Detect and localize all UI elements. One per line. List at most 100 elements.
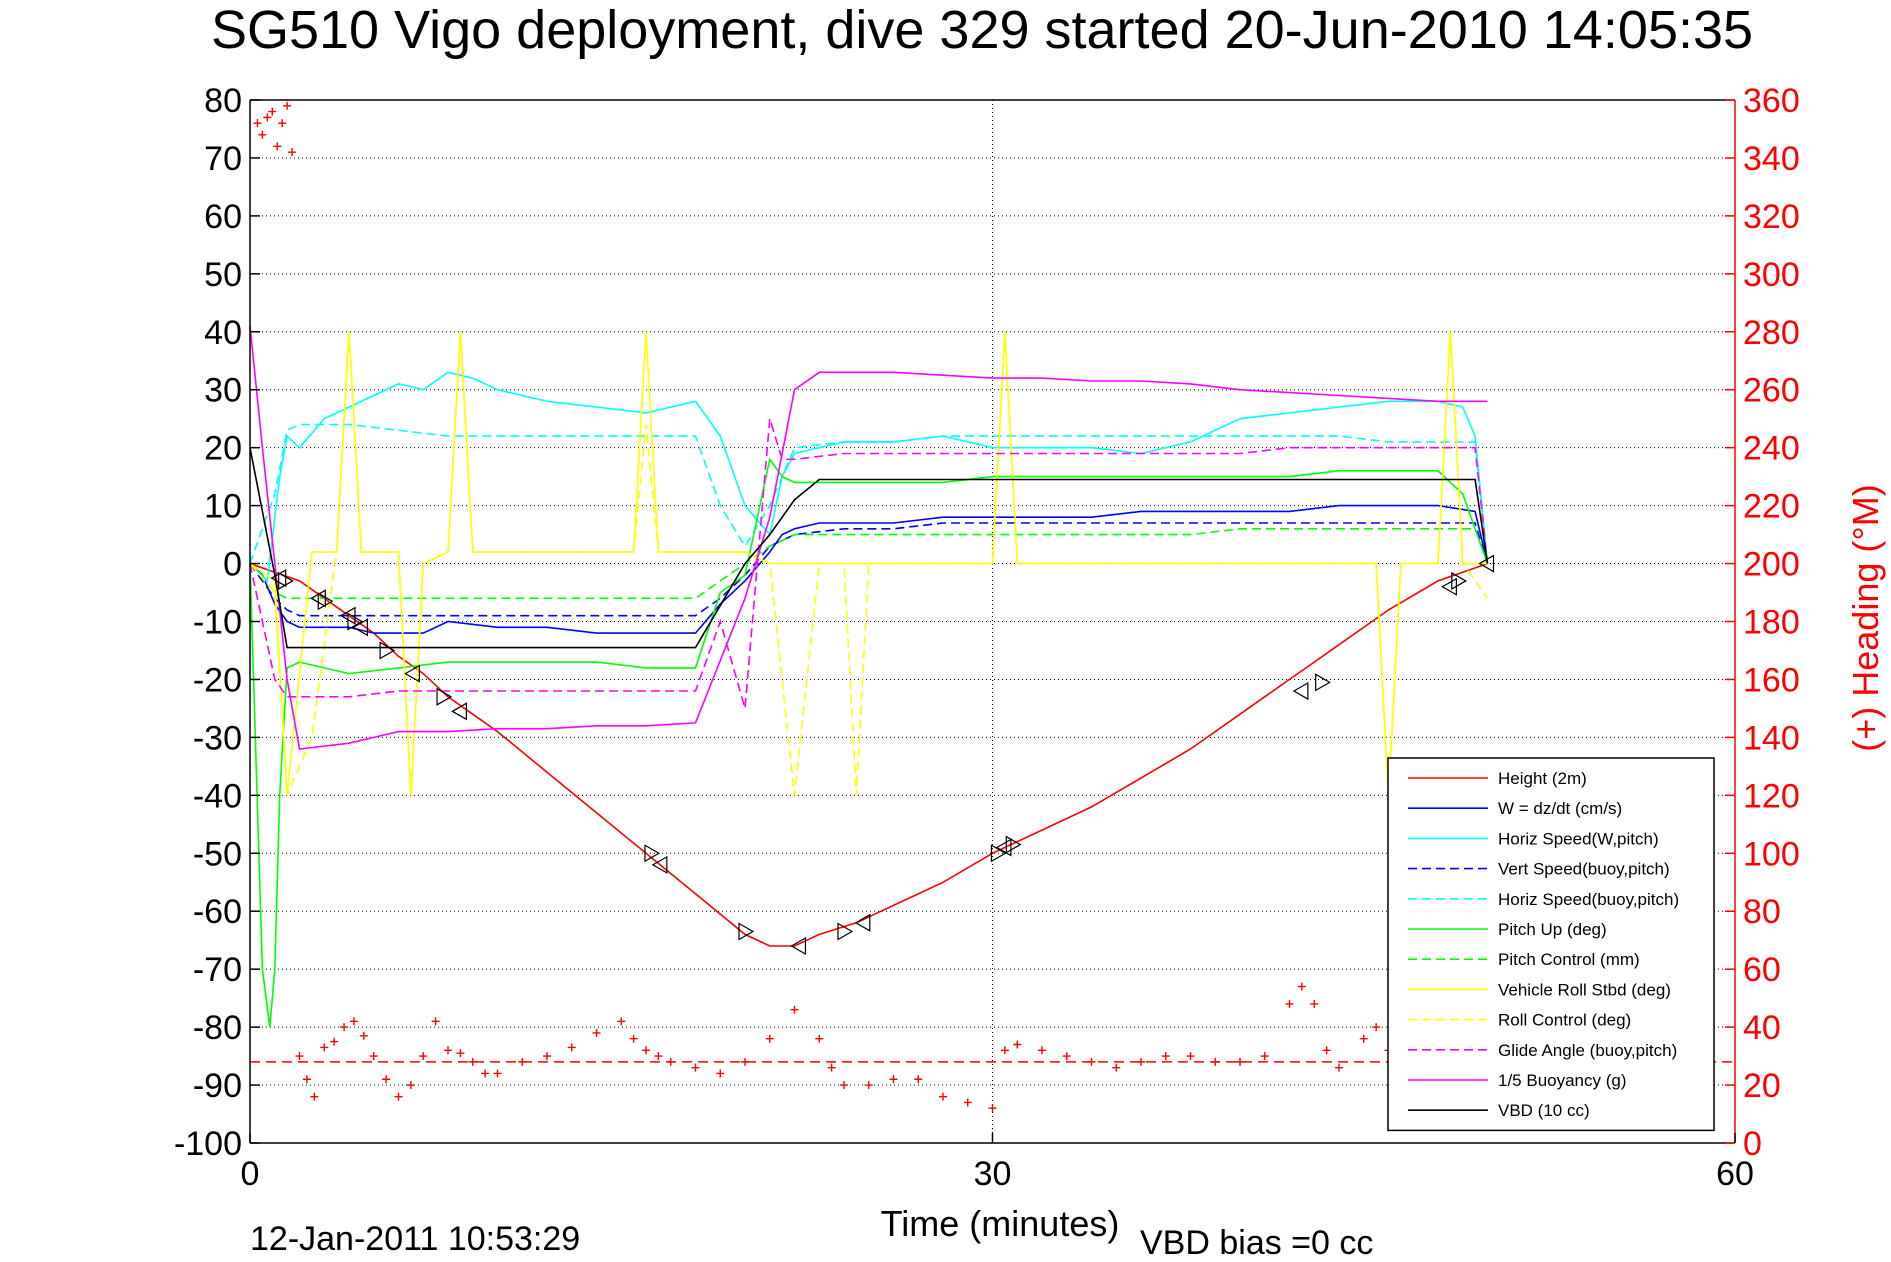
heading-point — [1038, 1046, 1046, 1055]
series-line-w-dz-dt-cm-s — [249, 504, 1489, 634]
heading-point — [481, 1069, 490, 1078]
heading-point — [1359, 1034, 1368, 1043]
left-tick-label: 20 — [204, 430, 242, 468]
left-tick-label: 0 — [223, 546, 242, 584]
left-tick-label: -50 — [193, 835, 242, 873]
heading-point — [320, 1043, 329, 1052]
legend-label-vehicle-roll-stbd-deg: Vehicle Roll Stbd (deg) — [1498, 980, 1671, 999]
x-tick-label: 0 — [241, 1155, 260, 1193]
heading-point — [310, 1092, 319, 1101]
heading-point — [815, 1034, 824, 1043]
legend-label-pitch-up-deg: Pitch Up (deg) — [1498, 920, 1607, 939]
series-line-pitch-control-mm — [249, 527, 1489, 600]
right-tick-label: 40 — [1743, 1009, 1781, 1047]
legend-label-1-5-buoyancy-g: 1/5 Buoyancy (g) — [1498, 1071, 1627, 1090]
heading-point — [295, 1052, 304, 1061]
triangle-marker — [1315, 673, 1331, 692]
heading-point — [359, 1031, 368, 1040]
heading-point — [654, 1052, 663, 1061]
left-tick-label: -20 — [193, 661, 242, 699]
right-axis-label: (+) Heading (°M) — [1845, 484, 1886, 751]
heading-point — [666, 1057, 675, 1066]
heading-point — [642, 1046, 650, 1055]
heading-point — [302, 1075, 311, 1084]
right-tick-label: 0 — [1743, 1125, 1762, 1163]
heading-point — [419, 1052, 428, 1061]
heading-point — [1297, 982, 1306, 991]
heading-point — [1260, 1052, 1269, 1061]
triangle-marker — [347, 612, 364, 631]
legend-label-horiz-speed-w-pitch: Horiz Speed(W,pitch) — [1498, 829, 1659, 848]
heading-point — [543, 1052, 551, 1061]
heading-point — [765, 1034, 774, 1043]
heading-point — [1285, 999, 1294, 1008]
heading-point — [617, 1017, 626, 1026]
heading-point — [1013, 1040, 1022, 1049]
right-tick-label: 60 — [1743, 951, 1781, 989]
triangle-marker — [1451, 571, 1468, 590]
plot-area: 80706050403020100-10-20-30-40-50-60-70-8… — [174, 82, 1800, 1193]
series-line-vert-speed-buoy-pitch — [249, 522, 1489, 617]
triangle-marker — [990, 844, 1007, 863]
right-tick-label: 180 — [1743, 604, 1800, 642]
legend-label-vert-speed-buoy-pitch: Vert Speed(buoy,pitch) — [1498, 860, 1670, 879]
legend-label-glide-angle-buoy-pitch: Glide Angle (buoy,pitch) — [1498, 1041, 1677, 1060]
heading-point — [1322, 1046, 1331, 1055]
heading-point — [840, 1081, 848, 1090]
triangle-marker — [404, 664, 420, 683]
footer-vbd-bias: VBD bias =0 cc — [1140, 1224, 1373, 1262]
series-line-vbd-10-cc — [249, 447, 1489, 649]
legend-label-w-dz-dt-cm-s: W = dz/dt (cm/s) — [1498, 799, 1622, 818]
triangle-marker — [1478, 554, 1495, 573]
triangle-marker — [352, 618, 368, 637]
heading-point — [518, 1057, 527, 1066]
heading-point — [1161, 1052, 1170, 1061]
left-tick-label: 80 — [204, 82, 242, 120]
heading-point — [939, 1092, 947, 1101]
heading-point — [253, 119, 262, 128]
heading-point — [1310, 999, 1319, 1008]
heading-point — [382, 1075, 391, 1084]
heading-point — [369, 1052, 378, 1061]
heading-point — [864, 1081, 873, 1090]
series-line-horiz-speed-buoy-pitch — [249, 423, 1489, 564]
right-tick-label: 120 — [1743, 777, 1800, 815]
left-tick-label: -100 — [174, 1125, 242, 1163]
legend-label-height-2m: Height (2m) — [1498, 769, 1587, 788]
triangle-marker — [790, 936, 807, 956]
left-tick-label: 50 — [204, 256, 242, 294]
heading-point — [278, 119, 287, 128]
legend-label-vbd-10-cc: VBD (10 cc) — [1498, 1101, 1590, 1120]
left-tick-label: -30 — [193, 719, 242, 757]
heading-point — [263, 113, 272, 122]
heading-point — [493, 1069, 502, 1078]
triangle-marker — [317, 592, 334, 611]
heading-point — [1137, 1057, 1145, 1066]
triangle-marker — [738, 922, 755, 941]
right-tick-label: 200 — [1743, 546, 1800, 584]
footer-timestamp: 12-Jan-2011 10:53:29 — [250, 1220, 580, 1258]
heading-point — [567, 1043, 576, 1052]
series-line-roll-control-deg — [249, 331, 1489, 796]
heading-point — [827, 1063, 836, 1072]
right-tick-label: 220 — [1743, 488, 1800, 526]
heading-point — [330, 1037, 339, 1046]
heading-point — [988, 1104, 997, 1113]
left-tick-label: -80 — [193, 1009, 242, 1047]
triangle-marker — [451, 702, 467, 721]
right-tick-label: 280 — [1743, 314, 1800, 352]
triangle-marker — [651, 855, 668, 874]
legend-label-horiz-speed-buoy-pitch: Horiz Speed(buoy,pitch) — [1498, 890, 1679, 909]
heading-point — [592, 1028, 601, 1037]
heading-point — [741, 1057, 749, 1066]
triangle-marker — [644, 844, 661, 863]
left-tick-label: -70 — [193, 951, 242, 989]
heading-point — [456, 1049, 465, 1058]
triangle-marker — [1292, 681, 1309, 701]
right-tick-label: 340 — [1743, 140, 1800, 178]
heading-point — [288, 148, 297, 157]
series-line-glide-angle-buoy-pitch — [249, 418, 1489, 709]
heading-point — [790, 1005, 799, 1014]
right-tick-label: 240 — [1743, 430, 1800, 468]
